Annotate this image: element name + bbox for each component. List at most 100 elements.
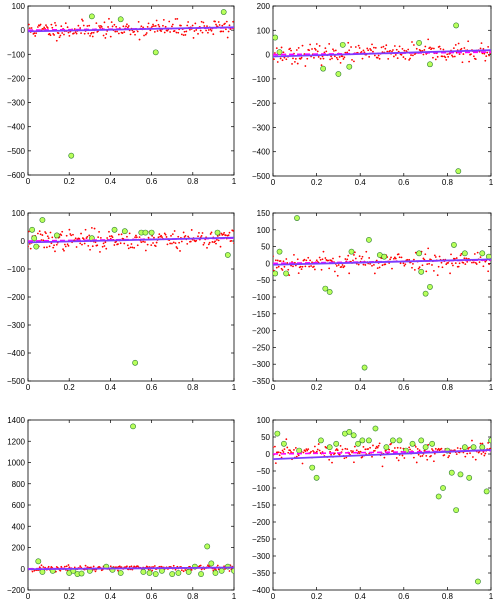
data-point — [402, 262, 405, 265]
outlier-point — [383, 444, 390, 451]
data-point — [203, 241, 206, 244]
data-point — [282, 451, 285, 453]
data-point — [117, 569, 119, 572]
data-point — [108, 17, 110, 20]
data-point — [113, 244, 116, 246]
data-point — [129, 33, 132, 36]
x-tick-label: 0.4 — [105, 592, 117, 599]
data-point — [483, 52, 486, 55]
data-point — [106, 237, 109, 239]
data-point — [180, 33, 183, 36]
data-point — [450, 253, 452, 256]
data-point — [488, 54, 490, 57]
outlier-point — [280, 440, 287, 447]
outlier-point — [276, 49, 283, 56]
data-point — [109, 35, 112, 38]
fit-line — [28, 236, 234, 244]
data-point — [31, 570, 34, 573]
data-point — [339, 61, 342, 64]
data-point — [318, 45, 321, 47]
data-point — [126, 235, 128, 238]
data-point — [377, 444, 380, 447]
data-point — [108, 235, 111, 238]
data-point — [436, 55, 439, 58]
data-point — [289, 47, 292, 50]
data-point — [431, 47, 433, 50]
data-point — [383, 456, 386, 459]
data-point — [177, 235, 180, 238]
data-point — [333, 55, 336, 58]
data-point — [322, 57, 325, 60]
data-point — [134, 236, 136, 239]
outlier-point — [427, 284, 433, 290]
data-point — [162, 19, 165, 21]
data-point — [123, 31, 126, 34]
data-point — [122, 25, 125, 28]
data-point — [364, 448, 367, 451]
data-point — [373, 54, 376, 57]
outlier-point — [39, 217, 46, 223]
data-point — [371, 455, 373, 458]
data-point — [86, 235, 89, 238]
data-point — [146, 243, 149, 246]
fit-line — [273, 258, 491, 266]
data-point — [399, 447, 402, 449]
data-point — [165, 236, 168, 238]
data-point — [195, 29, 198, 31]
data-point — [110, 21, 113, 24]
data-point — [198, 232, 200, 234]
data-point — [53, 34, 55, 36]
data-point — [475, 263, 478, 265]
data-point — [373, 449, 376, 452]
data-point — [290, 451, 292, 453]
data-point — [276, 61, 279, 63]
data-point — [86, 25, 89, 27]
data-point — [384, 47, 387, 50]
outlier-point — [475, 578, 481, 585]
y-tick-label: −300 — [252, 552, 271, 561]
data-point — [63, 249, 65, 252]
y-tick-label: 100 — [257, 416, 271, 425]
data-point — [360, 50, 363, 53]
x-tick-label: 0 — [271, 178, 276, 187]
data-point — [194, 22, 197, 25]
data-point — [293, 448, 295, 451]
data-point — [449, 452, 451, 455]
data-point — [138, 38, 141, 41]
x-tick-label: 0.6 — [398, 592, 410, 599]
data-point — [353, 254, 355, 256]
data-point — [354, 46, 357, 48]
data-point — [296, 62, 299, 65]
data-point — [397, 253, 400, 256]
outlier-point — [121, 228, 128, 235]
data-point — [408, 59, 411, 61]
data-point — [104, 37, 107, 39]
data-point — [345, 456, 348, 459]
data-point — [336, 449, 339, 452]
data-point — [222, 233, 225, 236]
data-point — [352, 259, 354, 262]
data-point — [39, 23, 42, 26]
data-point — [127, 247, 130, 250]
data-point — [210, 231, 213, 234]
data-point — [407, 48, 410, 51]
data-point — [88, 234, 91, 237]
data-point — [352, 450, 354, 453]
data-point — [281, 449, 284, 452]
data-point — [341, 55, 344, 58]
data-point — [182, 570, 185, 573]
data-point — [61, 230, 64, 233]
data-point — [394, 54, 397, 56]
data-point — [195, 239, 198, 242]
data-point — [183, 30, 186, 33]
data-point — [115, 25, 118, 28]
x-tick-label: 0.8 — [442, 592, 454, 599]
data-point — [336, 58, 339, 61]
data-point — [353, 445, 356, 448]
data-point — [303, 258, 306, 261]
data-point — [400, 53, 403, 56]
fit-line — [273, 449, 491, 460]
data-point — [277, 451, 280, 454]
data-point — [220, 30, 223, 33]
data-point — [451, 54, 453, 57]
